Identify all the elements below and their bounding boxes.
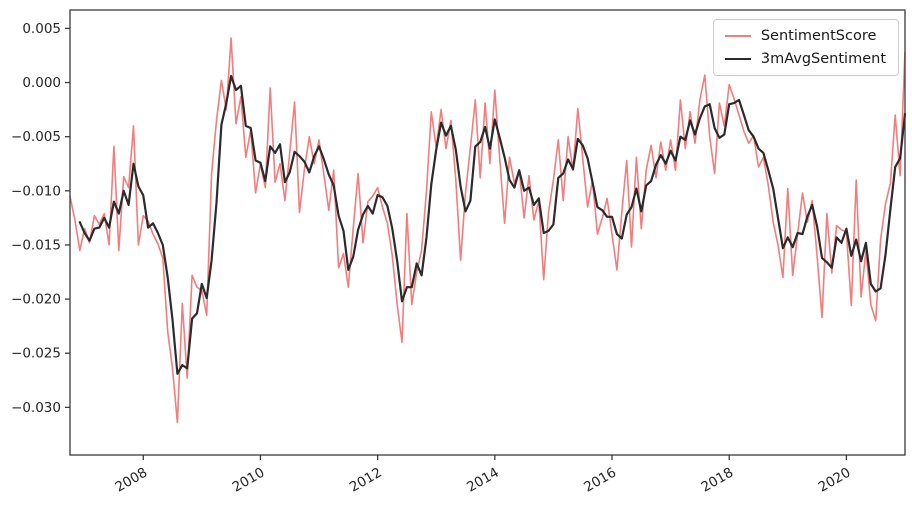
sentimentscore-legend-line-icon	[724, 35, 751, 38]
avgsentiment-legend-label: 3mAvgSentiment	[760, 51, 886, 68]
plot-border	[69, 9, 906, 456]
x-tick-label: 2012	[347, 465, 385, 496]
avgsentiment-legend-line-icon	[724, 58, 751, 61]
y-tick-label: −0.005	[11, 129, 61, 145]
legend: SentimentScore 3mAvgSentiment	[712, 19, 899, 77]
y-tick-label: −0.030	[11, 400, 61, 416]
3mavgsentiment-line	[78, 74, 907, 375]
y-tick-label: −0.020	[11, 292, 61, 308]
sentimentscore-legend-label: SentimentScore	[760, 28, 877, 44]
y-tick-label: −0.025	[11, 346, 61, 362]
x-tick-label: 2014	[464, 465, 502, 496]
y-tick-label: 0.005	[22, 21, 61, 37]
y-tick-label: −0.015	[11, 237, 61, 253]
x-tick-label: 2008	[112, 465, 150, 496]
y-tick-label: −0.010	[11, 183, 61, 199]
legend-item-3mavgsentiment: 3mAvgSentiment	[724, 50, 886, 68]
x-tick-label: 2010	[230, 465, 268, 496]
x-tick-label: 2020	[816, 465, 854, 496]
x-tick-label: 2018	[698, 465, 736, 496]
x-tick-label: 2016	[581, 465, 619, 496]
y-tick-label: 0.000	[22, 75, 61, 91]
legend-item-sentimentscore: SentimentScore	[724, 27, 886, 45]
